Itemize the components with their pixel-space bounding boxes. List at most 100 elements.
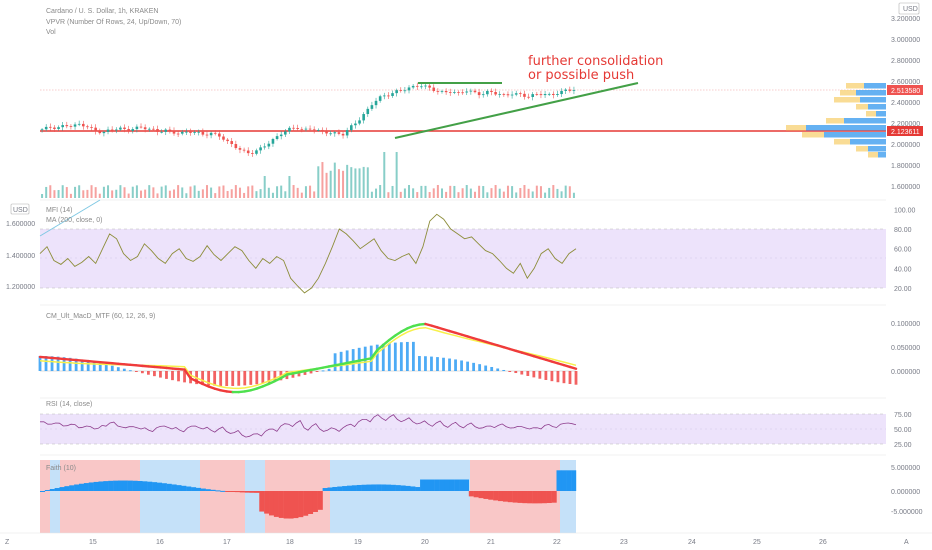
macd-hist-bar — [122, 368, 126, 371]
vpvr-row-down — [806, 125, 886, 131]
faith-bar — [254, 491, 260, 493]
macd-hist-bar — [556, 371, 560, 383]
vpvr-row-up — [856, 104, 868, 110]
candle-body — [374, 100, 378, 106]
volume-bar — [502, 191, 505, 198]
volume-bar — [115, 189, 118, 198]
volume-bar — [379, 185, 382, 198]
candle-body — [222, 136, 225, 140]
macd-hist-bar — [56, 356, 60, 371]
candle-body — [139, 126, 143, 128]
volume-bar — [185, 193, 188, 198]
vpvr-row-down — [844, 118, 886, 124]
candle-body — [143, 127, 147, 130]
volume-bar — [572, 192, 575, 198]
candle-body — [325, 131, 328, 134]
faith-bar — [298, 491, 304, 518]
faith-bar — [420, 479, 426, 491]
candle-body — [246, 150, 250, 154]
macd-hist-bar — [255, 371, 259, 385]
faith-band — [140, 460, 160, 533]
faith-bar — [40, 491, 46, 492]
volume-bar — [354, 168, 357, 198]
candle-body — [152, 128, 155, 130]
price-tick-3: 2.600000 — [891, 79, 920, 86]
faith-bar — [278, 491, 284, 518]
macd-hist-bar — [357, 347, 361, 371]
candle-body — [213, 132, 217, 134]
time-tick-9: 24 — [688, 539, 696, 546]
candle-body — [209, 132, 213, 136]
faith-bar — [122, 480, 128, 491]
macd-hist-bar — [387, 343, 391, 371]
macd-line — [38, 322, 578, 394]
macd-hist-bar — [574, 371, 578, 385]
candle-body — [572, 90, 576, 91]
time-tick-5: 20 — [421, 539, 429, 546]
macd-hist-bar — [207, 371, 211, 386]
vpvr-legend: VPVR (Number Of Rows, 24, Up/Down, 70) — [46, 19, 181, 26]
volume-bar — [527, 188, 530, 198]
candle-body — [481, 94, 485, 96]
volume-bar — [234, 185, 237, 198]
volume-bar — [424, 185, 427, 198]
faith-bar — [332, 486, 338, 491]
faith-bar — [361, 484, 367, 491]
volume-bar — [82, 190, 85, 198]
volume-bar — [111, 190, 114, 198]
candle-body — [296, 127, 299, 129]
faith-bar — [561, 470, 567, 491]
currency-badge[interactable] — [898, 2, 920, 15]
volume-bar — [230, 189, 233, 198]
volume-bar — [350, 167, 353, 198]
macd-hist-bar — [231, 371, 235, 386]
faith-bar — [239, 491, 245, 493]
volume-bar — [428, 192, 431, 198]
volume-bar — [346, 164, 349, 198]
auto-scale-icon[interactable]: A — [904, 539, 909, 546]
macd-hist-bar — [165, 371, 168, 379]
mfi-currency-badge[interactable] — [10, 203, 30, 215]
mfi-ma-line — [39, 199, 101, 237]
rsi-tick-0: 75.00 — [894, 412, 912, 419]
faith-bar — [93, 481, 99, 491]
macd-hist-bar — [538, 371, 542, 379]
mfi-line — [39, 213, 577, 294]
volume-bar — [535, 185, 538, 198]
candle-body — [53, 127, 56, 129]
faith-bar — [195, 487, 201, 491]
mfi-tick-1: 80.00 — [894, 227, 912, 234]
candle-body — [86, 126, 89, 128]
candle-body — [119, 127, 122, 130]
candle-body — [288, 127, 291, 132]
faith-bar — [205, 489, 211, 491]
candle-body — [362, 114, 365, 121]
candle-body — [234, 144, 238, 149]
candle-body — [123, 127, 126, 130]
faith-bar — [424, 479, 431, 491]
macd-hist-bar — [273, 371, 277, 382]
faith-bar — [78, 483, 85, 491]
candle-body — [230, 141, 234, 145]
candle-body — [453, 92, 456, 93]
volume-bar — [271, 192, 274, 198]
faith-bar — [210, 489, 216, 491]
faith-bar — [322, 488, 328, 491]
vol-legend: Vol — [46, 29, 56, 36]
faith-bar — [303, 491, 309, 516]
candle-body — [531, 94, 535, 98]
candle-body — [102, 131, 106, 134]
macd-hist-bar — [110, 365, 114, 371]
macd-line-segment — [568, 365, 578, 370]
faith-bar — [532, 491, 538, 504]
zoom-icon[interactable]: Z — [5, 539, 10, 546]
candle-body — [523, 93, 526, 97]
candle-body — [44, 126, 48, 130]
faith-bar — [463, 479, 469, 491]
faith-bar — [381, 484, 387, 491]
volume-bar — [473, 191, 476, 198]
volume-bar — [539, 186, 542, 198]
volume-bar — [337, 169, 340, 198]
time-tick-2: 17 — [223, 539, 231, 546]
faith-bar — [234, 491, 240, 493]
